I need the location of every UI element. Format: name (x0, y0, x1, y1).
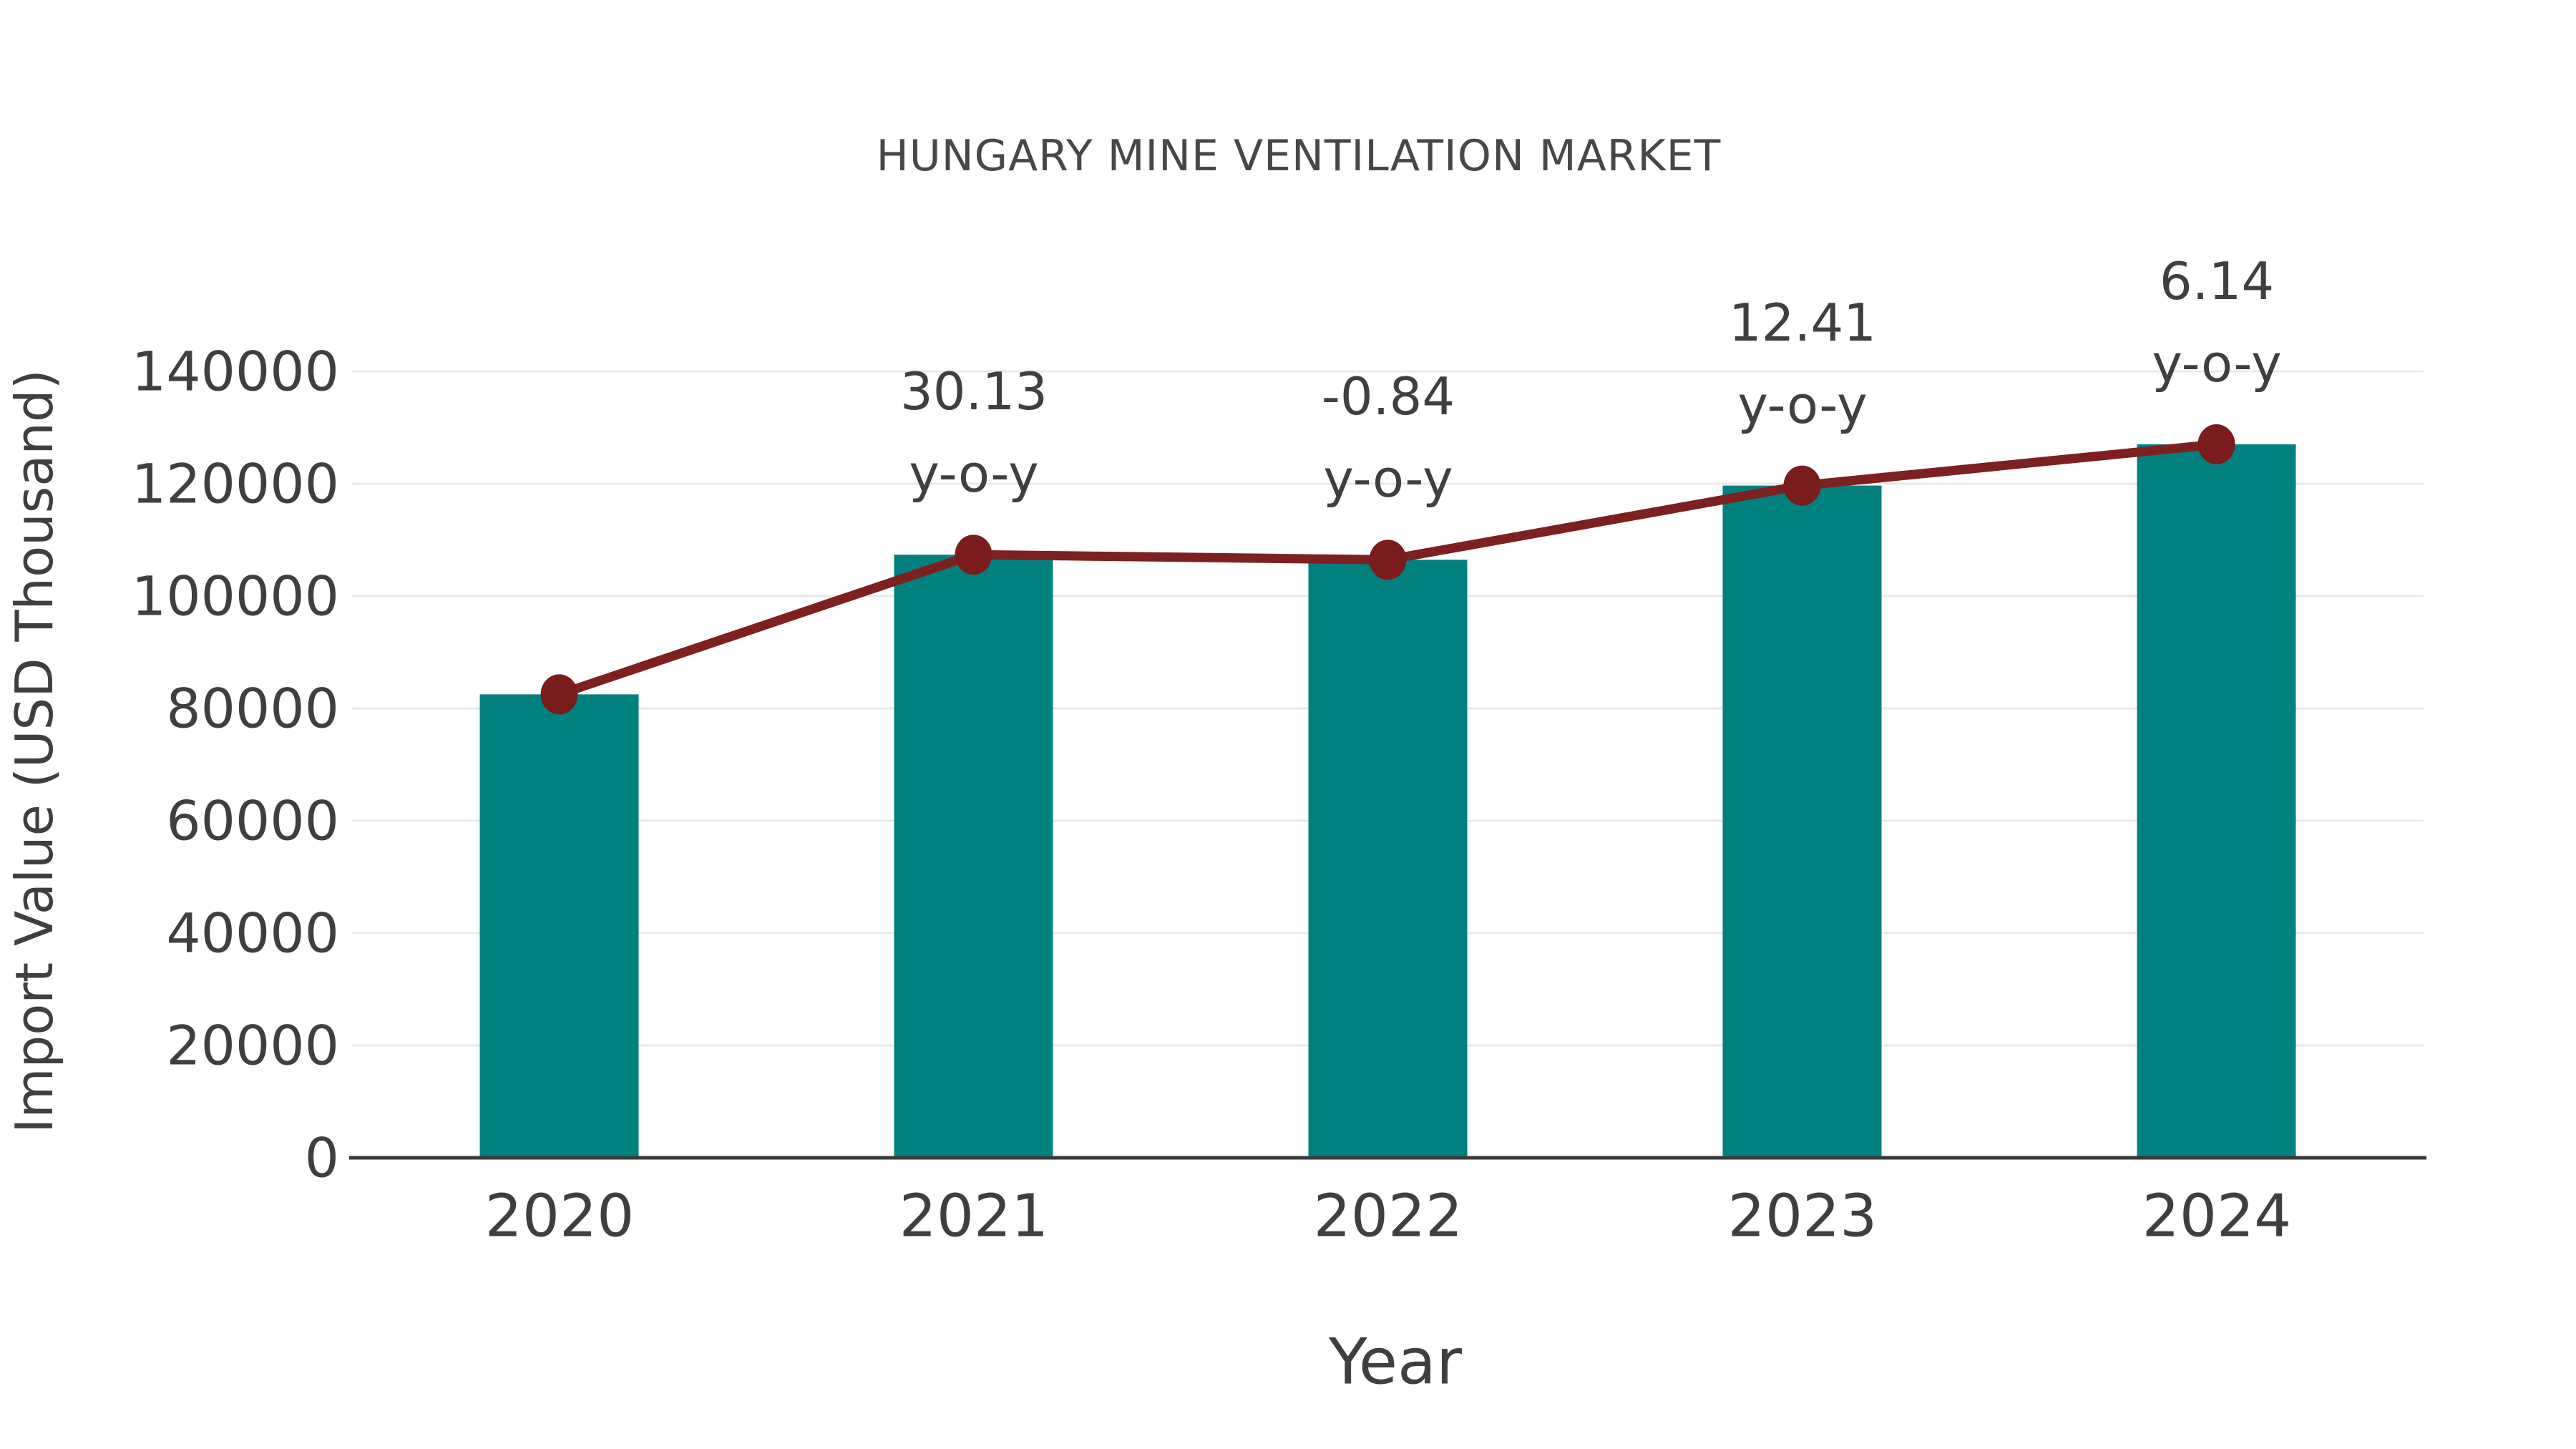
chart-title: HUNGARY MINE VENTILATION MARKET (876, 131, 1722, 181)
x-axis-title: Year (1328, 1324, 1463, 1399)
y-tick-label: 100000 (131, 564, 339, 628)
marker-2020 (540, 674, 578, 715)
x-tick-label: 2023 (1727, 1182, 1878, 1251)
marker-2024 (2197, 424, 2235, 464)
y-tick-label: 120000 (131, 452, 339, 516)
marker-2022 (1369, 540, 1407, 580)
y-tick-label: 80000 (166, 676, 339, 741)
bar-2022 (1308, 560, 1468, 1158)
bar-2024 (2137, 444, 2296, 1158)
annotation-value: 30.13 (899, 361, 1048, 421)
marker-2021 (955, 535, 992, 575)
y-tick-label: 140000 (131, 339, 339, 404)
x-tick-label: 2024 (2142, 1182, 2292, 1251)
y-tick-label: 0 (304, 1126, 339, 1190)
annotation-suffix: y-o-y (2152, 333, 2282, 394)
bar-2020 (479, 694, 639, 1158)
marker-2023 (1783, 465, 1821, 506)
y-tick-label: 60000 (166, 789, 339, 853)
y-tick-label: 20000 (166, 1013, 339, 1078)
x-tick-label: 2020 (484, 1182, 635, 1251)
annotation-value: 12.41 (1728, 293, 1877, 353)
y-tick-label: 40000 (166, 901, 339, 965)
bar-2023 (1722, 485, 1882, 1158)
annotation-suffix: y-o-y (909, 444, 1039, 504)
x-tick-label: 2022 (1313, 1182, 1463, 1251)
annotation-value: -0.84 (1321, 366, 1455, 426)
annotation-suffix: y-o-y (1737, 375, 1868, 435)
bar-2021 (894, 555, 1053, 1158)
annotation-value: 6.14 (2159, 251, 2275, 311)
x-tick-label: 2021 (899, 1182, 1049, 1251)
annotation-suffix: y-o-y (1323, 449, 1453, 509)
